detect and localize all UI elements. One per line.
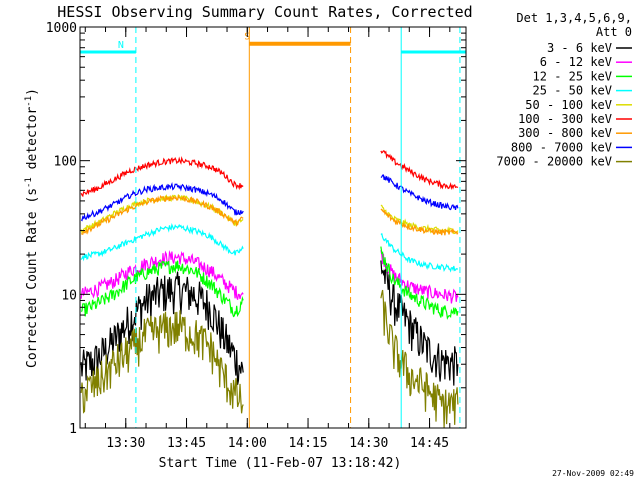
series-line-9-seg-1 bbox=[80, 310, 244, 414]
legend-entry-label: 25 - 50 keV bbox=[533, 84, 612, 98]
series-line-9-seg-2 bbox=[380, 289, 459, 429]
series-line-3-seg-1 bbox=[80, 260, 244, 318]
x-tick-label: 14:15 bbox=[288, 436, 327, 451]
legend-entry-label: 6 - 12 keV bbox=[540, 55, 612, 69]
y-tick-label: 1 bbox=[69, 422, 77, 437]
y-tick-label: 100 bbox=[54, 155, 77, 170]
flag-label: S bbox=[244, 32, 250, 43]
series-line-2-seg-2 bbox=[380, 250, 459, 304]
flag-label: N bbox=[118, 40, 124, 51]
legend-entry-label: 3 - 6 keV bbox=[547, 41, 612, 55]
legend-title-attenuator: Att 0 bbox=[596, 25, 632, 39]
y-tick-label: 1000 bbox=[46, 21, 77, 36]
x-axis: 13:30 13:45 14:00 14:15 14:30 14:45 bbox=[84, 27, 451, 451]
legend-entry-label: 800 - 7000 keV bbox=[511, 140, 612, 154]
x-tick-label: 13:30 bbox=[106, 436, 145, 451]
legend-entry-label: 300 - 800 keV bbox=[518, 126, 612, 140]
y-axis-label: Corrected Count Rate (s-1 detector-1) bbox=[24, 88, 40, 368]
x-axis-label: Start Time (11-Feb-07 13:18:42) bbox=[159, 456, 402, 471]
series-line-3-seg-2 bbox=[380, 246, 459, 320]
x-tick-label: 13:45 bbox=[167, 436, 206, 451]
series-line-4-seg-1 bbox=[80, 222, 244, 262]
x-tick-label: 14:30 bbox=[349, 436, 388, 451]
y-tick-label: 10 bbox=[61, 288, 77, 303]
flag-layer: NS bbox=[80, 27, 466, 428]
series-line-4-seg-2 bbox=[380, 232, 458, 273]
series-line-6-seg-1 bbox=[80, 155, 244, 198]
y-axis: 1 10 100 1000 bbox=[46, 21, 466, 437]
legend-entry-label: 12 - 25 keV bbox=[533, 69, 612, 83]
plot-frame bbox=[79, 26, 467, 429]
series-line-7-seg-2 bbox=[380, 208, 459, 236]
y-axis-label-main: Corrected Count Rate (s bbox=[25, 188, 40, 368]
series-layer bbox=[80, 150, 459, 429]
x-tick-label: 14:00 bbox=[228, 436, 267, 451]
y-axis-label-mid: detector bbox=[25, 107, 40, 178]
series-line-6-seg-2 bbox=[380, 150, 459, 191]
legend-entry-label: 50 - 100 keV bbox=[525, 98, 612, 112]
legend-entry-label: 100 - 300 keV bbox=[518, 112, 612, 126]
series-line-8-seg-1 bbox=[80, 181, 244, 222]
y-axis-label-end: ) bbox=[25, 88, 40, 96]
series-line-7-seg-1 bbox=[80, 194, 244, 235]
series-line-8-seg-2 bbox=[380, 174, 459, 211]
y-axis-label-sup1: -1 bbox=[24, 177, 34, 188]
legend-title-detectors: Det 1,3,4,5,6,9, bbox=[516, 11, 632, 25]
x-tick-label: 14:45 bbox=[410, 436, 449, 451]
series-line-5-seg-1 bbox=[80, 194, 244, 234]
legend-entry-label: 7000 - 20000 keV bbox=[496, 155, 612, 169]
y-axis-label-sup2: -1 bbox=[24, 96, 34, 107]
series-line-1-seg-2 bbox=[380, 260, 459, 386]
chart-title: HESSI Observing Summary Count Rates, Cor… bbox=[57, 3, 472, 21]
generation-timestamp: 27-Nov-2009 02:49 bbox=[552, 469, 634, 478]
series-line-1-seg-1 bbox=[80, 271, 244, 385]
